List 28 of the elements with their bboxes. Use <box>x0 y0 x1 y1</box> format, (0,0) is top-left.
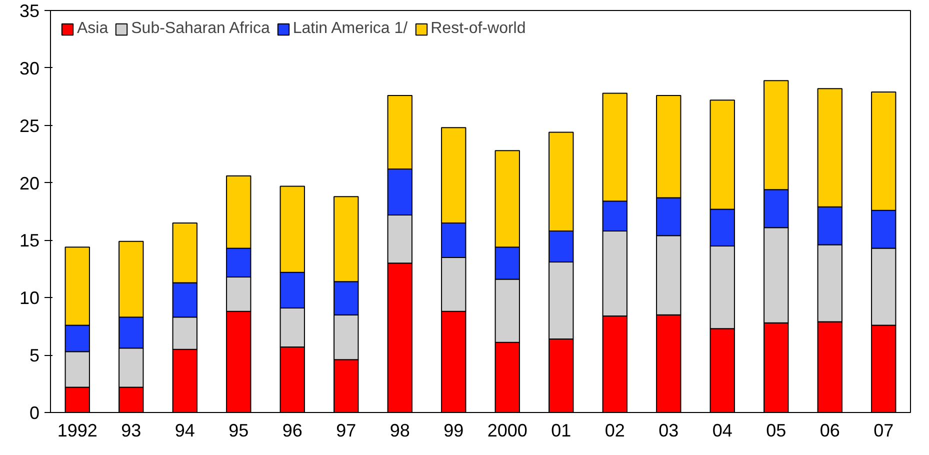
x-tick-label: 2000 <box>487 420 528 440</box>
x-tick-label: 93 <box>121 420 142 440</box>
x-tick-label: 03 <box>658 420 679 440</box>
legend-label: Latin America 1/ <box>292 20 408 38</box>
y-tick-label: 25 <box>19 116 40 136</box>
y-tick-label: 10 <box>19 288 40 308</box>
x-tick-label: 02 <box>604 420 625 440</box>
x-tick-label: 01 <box>551 420 572 440</box>
x-tick-label: 95 <box>228 420 249 440</box>
legend-label: Sub-Saharan Africa <box>131 20 270 38</box>
x-tick-label: 1992 <box>57 420 98 440</box>
x-tick-label: 07 <box>874 420 894 440</box>
x-tick-label: 05 <box>766 420 786 440</box>
y-tick-label: 15 <box>19 230 40 251</box>
y-tick-label: 20 <box>19 173 40 194</box>
x-tick-label: 97 <box>336 420 356 440</box>
x-tick-label: 99 <box>444 420 464 440</box>
x-tick-label: 06 <box>820 420 840 440</box>
x-tick-label: 96 <box>282 420 302 440</box>
y-tick-label: 30 <box>19 58 40 78</box>
legend-label: Asia <box>77 20 108 38</box>
y-tick-label: 35 <box>19 1 40 21</box>
y-tick-label: 5 <box>29 346 40 366</box>
x-tick-label: 98 <box>390 420 410 440</box>
y-tick-label: 0 <box>29 403 40 423</box>
x-tick-label: 04 <box>712 420 732 440</box>
legend-label: Rest-of-world <box>430 20 526 38</box>
x-tick-label: 94 <box>174 420 195 440</box>
